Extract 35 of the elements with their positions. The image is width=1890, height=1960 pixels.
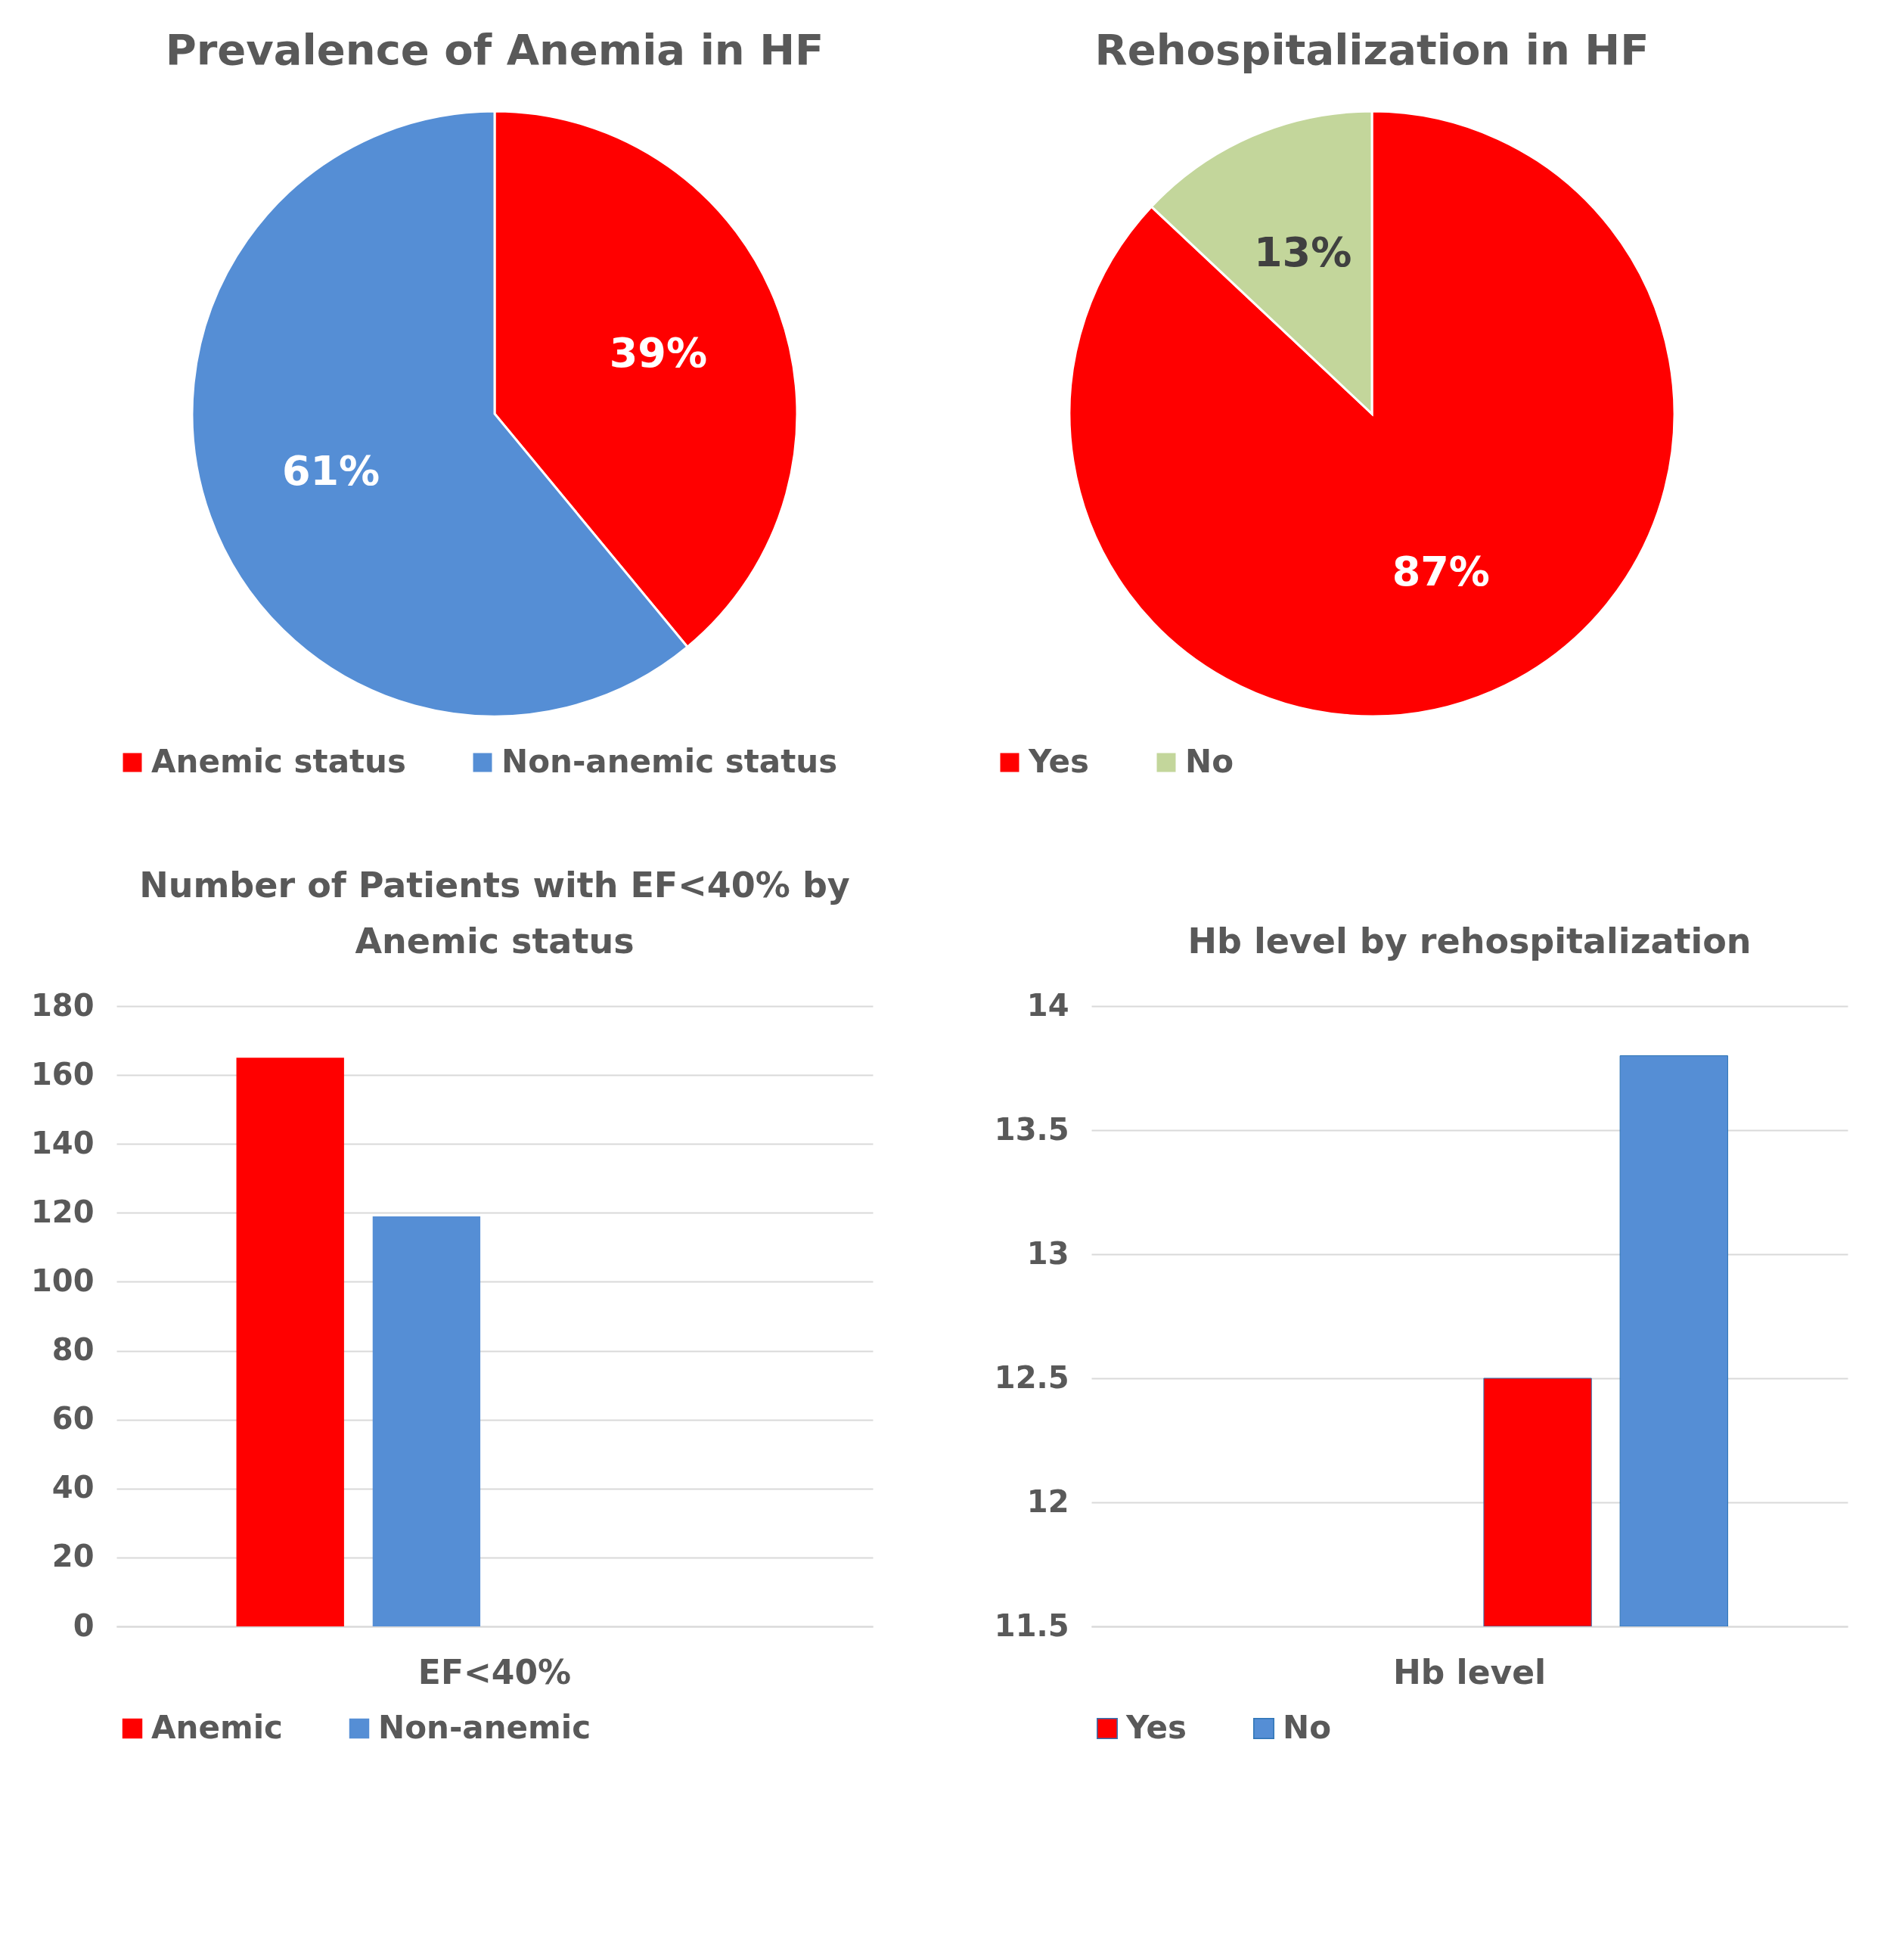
legend-label: Yes (1125, 1709, 1187, 1746)
legend-label: No (1283, 1709, 1332, 1746)
y-tick-label: 20 (51, 1539, 95, 1574)
y-tick-label: 80 (51, 1332, 95, 1368)
legend-label: Non-anemic (378, 1709, 591, 1746)
y-tick-label: 160 (31, 1056, 95, 1092)
y-tick-label: 0 (73, 1607, 95, 1643)
data-label: 13% (1254, 228, 1352, 276)
chart-title: Rehospitalization in HF (1094, 25, 1649, 74)
y-tick-label: 12.5 (994, 1359, 1069, 1395)
y-tick-label: 120 (31, 1194, 95, 1229)
y-tick-label: 180 (31, 987, 95, 1023)
y-tick-label: 140 (31, 1125, 95, 1160)
chart-title: Hb level by rehospitalization (1187, 921, 1752, 961)
y-tick-label: 14 (1026, 987, 1069, 1023)
y-tick-label: 11.5 (994, 1607, 1069, 1643)
pie-slice (1068, 110, 1676, 718)
legend-label: No (1185, 743, 1234, 780)
y-tick-label: 13.5 (994, 1111, 1069, 1147)
y-tick-label: 100 (31, 1263, 95, 1298)
x-tick-label: Hb level (1392, 1652, 1547, 1691)
y-tick-label: 13 (1026, 1235, 1069, 1271)
chart-title: Prevalence of Anemia in HF (165, 25, 824, 74)
legend-label: Non-anemic status (501, 743, 838, 780)
y-tick-label: 40 (51, 1470, 95, 1505)
legend-label: Yes (1028, 743, 1090, 780)
y-tick-label: 12 (1026, 1483, 1069, 1519)
data-label: 61% (281, 446, 380, 495)
legend-label: Anemic status (151, 743, 406, 780)
chart-title: Number of Patients with EF<40% by Anemic status (139, 865, 850, 961)
data-label: 39% (609, 329, 708, 377)
legend-label: Anemic (151, 1709, 283, 1746)
data-label: 87% (1392, 548, 1490, 596)
y-tick-label: 60 (51, 1401, 95, 1437)
x-tick-label: EF<40% (417, 1652, 572, 1691)
